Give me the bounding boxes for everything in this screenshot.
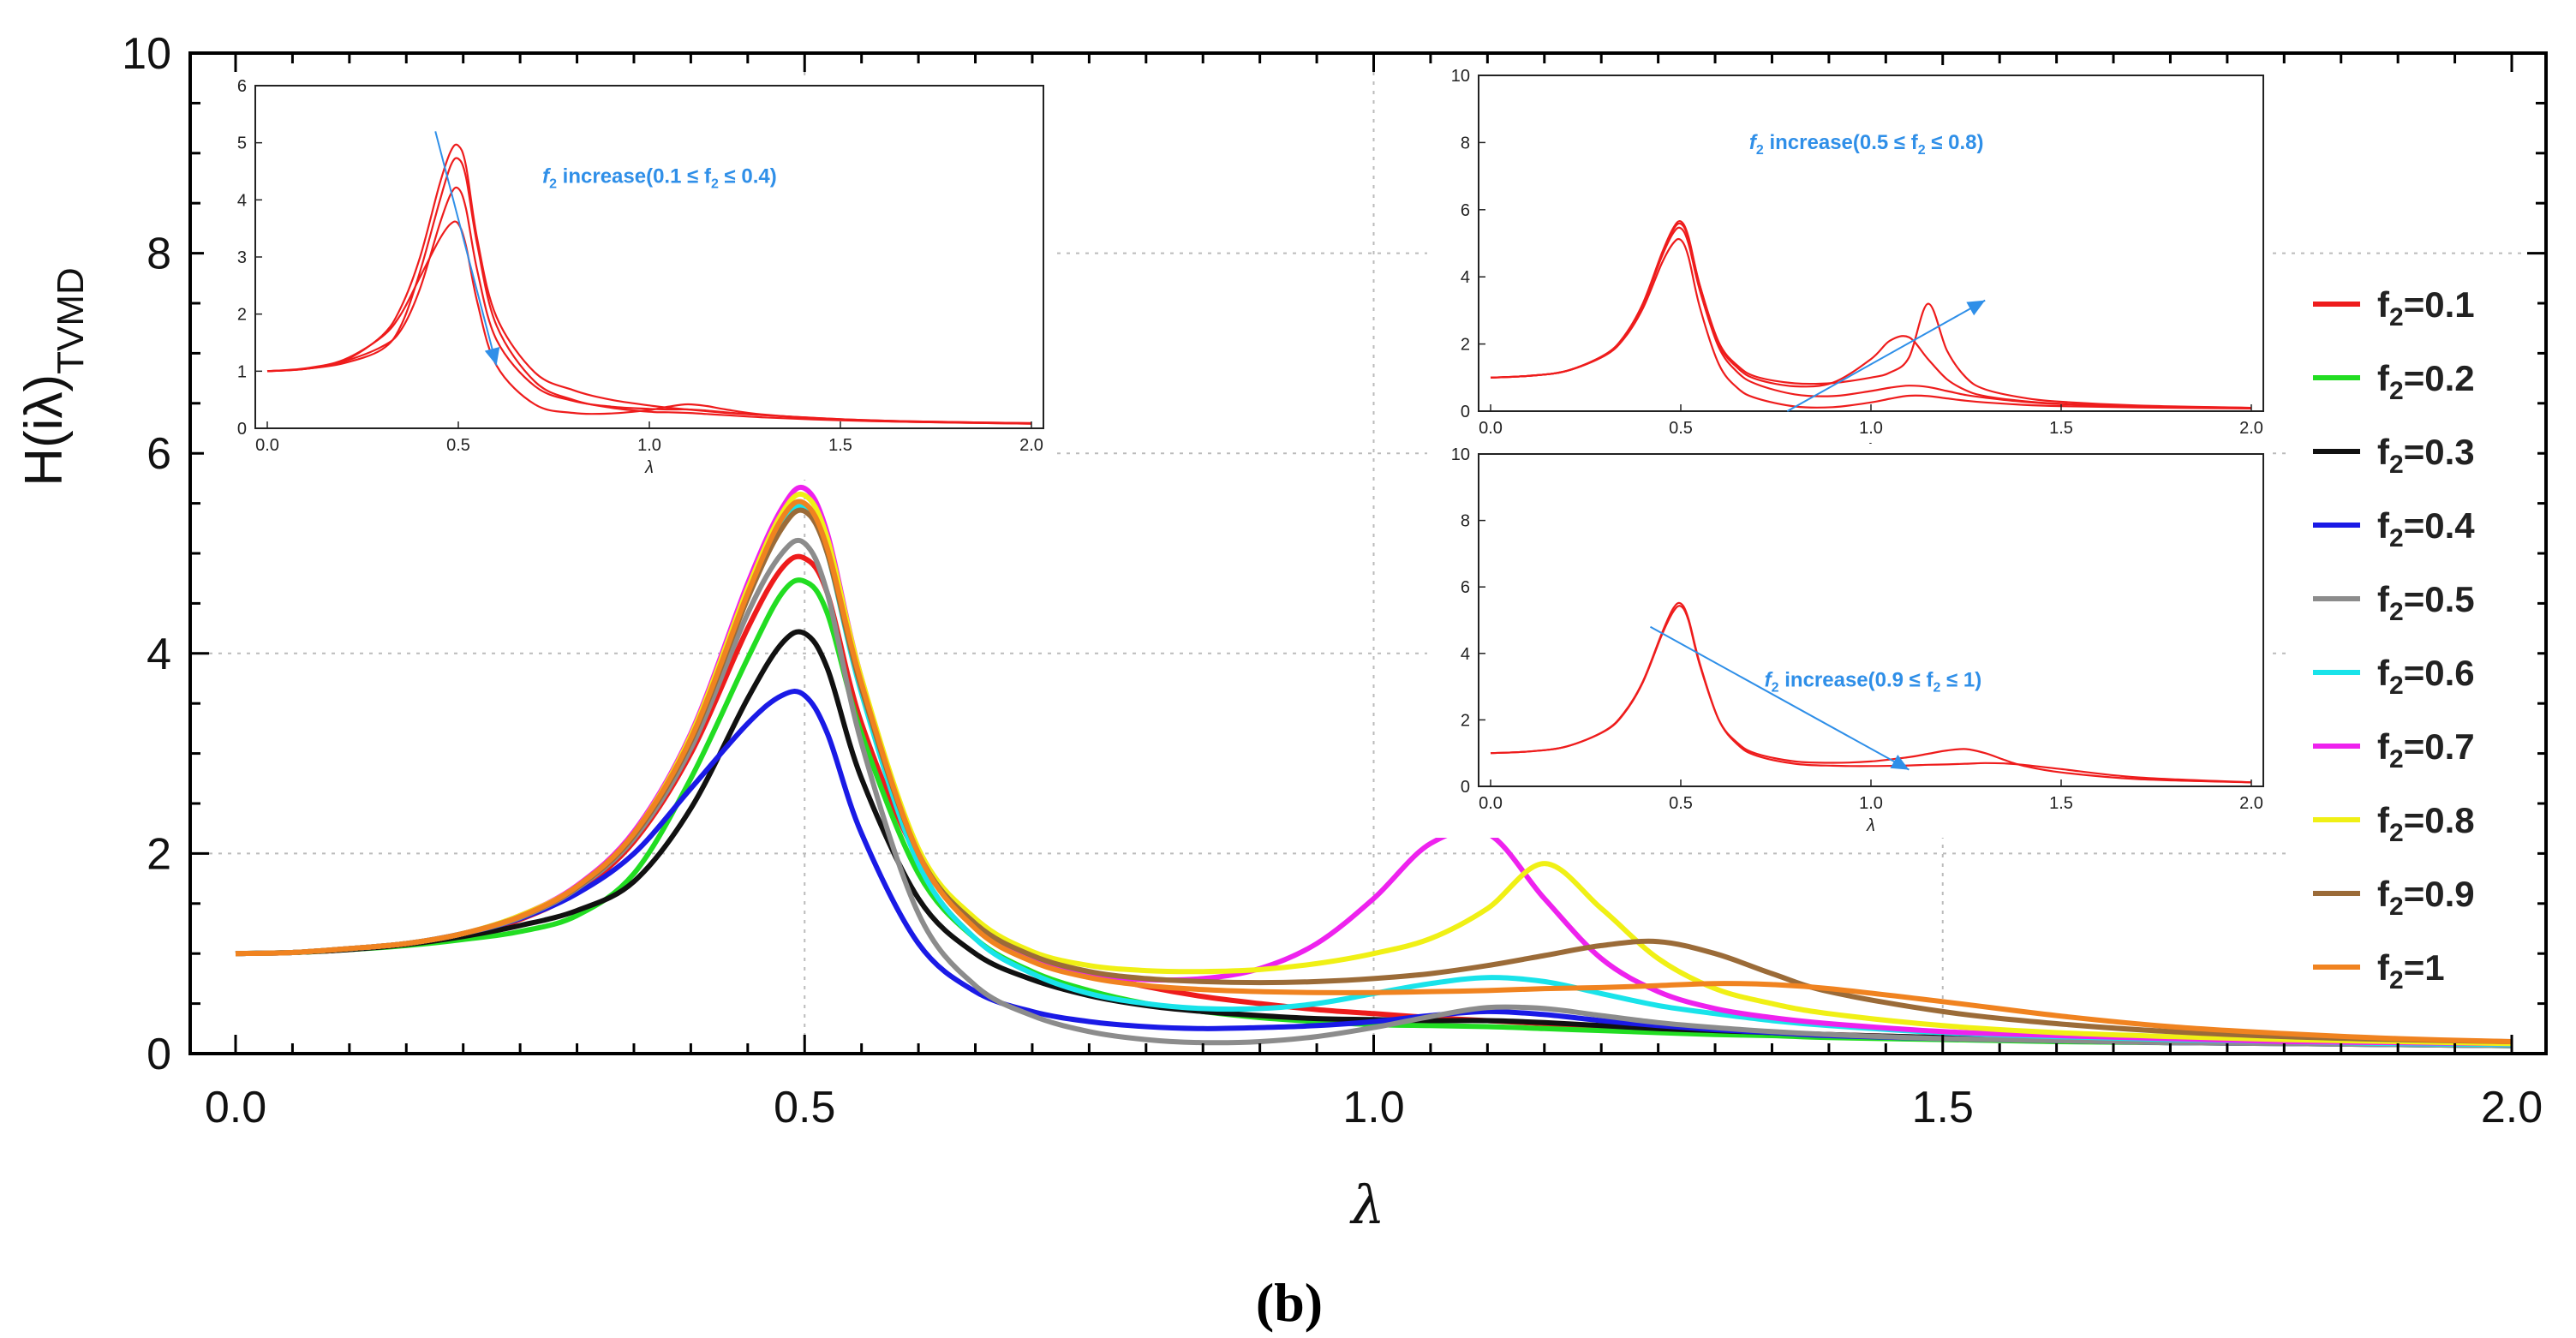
main-y-axis-label: H(iλ)TVMD bbox=[15, 267, 92, 487]
legend-label: f2=0.3 bbox=[2377, 432, 2475, 479]
inset-y-tick-label: 6 bbox=[1461, 578, 1470, 597]
inset-series-line bbox=[1490, 222, 2252, 409]
inset-x-tick-label: 0.0 bbox=[1479, 419, 1503, 438]
inset-x-tick-label: 1.5 bbox=[2049, 419, 2073, 438]
main-x-axis-label: λ bbox=[1348, 1174, 1384, 1236]
y-tick-label: 2 bbox=[146, 829, 171, 879]
inset-background bbox=[204, 75, 1052, 480]
inset-x-tick-label: 0.5 bbox=[1669, 794, 1693, 813]
inset-x-axis-label: λ bbox=[644, 458, 654, 477]
inset-arrow-head bbox=[1890, 755, 1910, 770]
inset-x-tick-label: 0.5 bbox=[1669, 419, 1693, 438]
legend-label: f2=0.8 bbox=[2377, 800, 2475, 847]
inset-y-tick-label: 1 bbox=[237, 362, 247, 381]
inset-trend-arrow bbox=[434, 131, 498, 366]
inset-y-tick-label: 2 bbox=[1461, 711, 1470, 730]
inset-x-tick-label: 1.0 bbox=[637, 436, 661, 455]
inset-x-tick-label: 1.5 bbox=[828, 436, 852, 455]
y-tick-label: 4 bbox=[146, 630, 171, 679]
legend-label: f2=0.2 bbox=[2377, 358, 2475, 405]
legend-label: f2=1 bbox=[2377, 947, 2445, 995]
y-tick-label: 8 bbox=[146, 230, 171, 279]
inset-x-tick-label: 1.0 bbox=[1859, 419, 1883, 438]
inset-y-tick-label: 0 bbox=[1461, 403, 1470, 421]
legend-label: f2=0.9 bbox=[2377, 874, 2475, 921]
inset-y-tick-label: 4 bbox=[1461, 268, 1470, 287]
inset-x-tick-label: 0.0 bbox=[1479, 794, 1503, 813]
inset-series-line bbox=[266, 157, 1032, 425]
inset-y-tick-label: 8 bbox=[1461, 134, 1470, 152]
inset-y-tick-label: 5 bbox=[237, 134, 247, 153]
inset-y-tick-label: 6 bbox=[237, 77, 247, 96]
inset-arrow-head bbox=[1966, 300, 1986, 316]
inset-x-tick-label: 2.0 bbox=[1019, 436, 1043, 455]
inset-y-tick-label: 6 bbox=[1461, 201, 1470, 220]
x-tick-label: 2.0 bbox=[2481, 1083, 2543, 1132]
inset-y-tick-label: 2 bbox=[1461, 336, 1470, 355]
inset-background bbox=[1427, 65, 2272, 463]
inset-annotation: f2 increase(0.5 ≤ f2 ≤ 0.8) bbox=[1749, 131, 1984, 158]
x-tick-label: 0.0 bbox=[205, 1083, 266, 1132]
inset-y-tick-label: 4 bbox=[237, 191, 247, 210]
legend-label: f2=0.6 bbox=[2377, 653, 2475, 700]
inset-x-axis-label: λ bbox=[1866, 816, 1875, 835]
inset-trend-arrow bbox=[1786, 299, 1986, 412]
x-tick-label: 1.5 bbox=[1912, 1083, 1974, 1132]
inset-background bbox=[1427, 444, 2272, 838]
main-ticks bbox=[190, 51, 2546, 1055]
inset-series-line bbox=[1490, 237, 2252, 409]
inset-y-tick-label: 0 bbox=[237, 420, 247, 439]
inset-series-line bbox=[266, 186, 1032, 425]
y-tick-label: 6 bbox=[146, 429, 171, 479]
legend-label: f2=0.4 bbox=[2377, 505, 2475, 553]
inset-series-line bbox=[1490, 601, 2252, 784]
inset-top-left: 0.0 0.5 1.0 1.5 2.0 0 1 2 3 4 5 6 λ f2 increase(0.1 ≤… bbox=[204, 75, 1052, 480]
inset-y-tick-label: 10 bbox=[1451, 445, 1470, 464]
inset-arrow-head bbox=[484, 347, 500, 366]
legend-label: f2=0.7 bbox=[2377, 726, 2475, 774]
inset-series-line bbox=[266, 220, 1032, 425]
series-line-f2-1 bbox=[235, 499, 2513, 1044]
y-tick-label: 0 bbox=[146, 1030, 171, 1079]
inset-y-tick-label: 10 bbox=[1451, 67, 1470, 86]
x-tick-label: 1.0 bbox=[1342, 1083, 1404, 1132]
inset-y-tick-label: 0 bbox=[1461, 778, 1470, 797]
inset-y-tick-label: 8 bbox=[1461, 512, 1470, 531]
inset-bottom-right: 0.0 0.5 1.0 1.5 2.0 0 2 4 6 8 10 λ f2 increase(0.9 ≤… bbox=[1427, 444, 2272, 838]
inset-x-tick-label: 2.0 bbox=[2239, 419, 2263, 438]
inset-x-tick-label: 2.0 bbox=[2239, 794, 2263, 813]
inset-y-tick-label: 2 bbox=[237, 306, 247, 325]
legend-background bbox=[2289, 257, 2537, 1011]
inset-annotation: f2 increase(0.9 ≤ f2 ≤ 1) bbox=[1765, 669, 1982, 696]
inset-x-tick-label: 1.0 bbox=[1859, 794, 1883, 813]
inset-x-tick-label: 0.0 bbox=[255, 436, 279, 455]
main-series-group bbox=[235, 484, 2513, 1048]
y-tick-label: 10 bbox=[122, 29, 171, 79]
legend: f2=0.1 f2=0.2 f2=0.3 f2=0.4 f2=0.5 f2=0.6 f2=0… bbox=[2289, 257, 2537, 1011]
inset-annotation: f2 increase(0.1 ≤ f2 ≤ 0.4) bbox=[542, 164, 777, 191]
inset-trend-arrow bbox=[1649, 625, 1910, 771]
inset-x-tick-label: 0.5 bbox=[446, 436, 470, 455]
inset-y-tick-label: 4 bbox=[1461, 645, 1470, 664]
legend-label: f2=0.1 bbox=[2377, 284, 2475, 332]
figure-caption: (b) bbox=[1256, 1272, 1323, 1333]
inset-y-tick-label: 3 bbox=[237, 248, 247, 267]
legend-label: f2=0.5 bbox=[2377, 579, 2475, 626]
x-tick-label: 0.5 bbox=[774, 1083, 835, 1132]
inset-x-tick-label: 1.5 bbox=[2049, 794, 2073, 813]
